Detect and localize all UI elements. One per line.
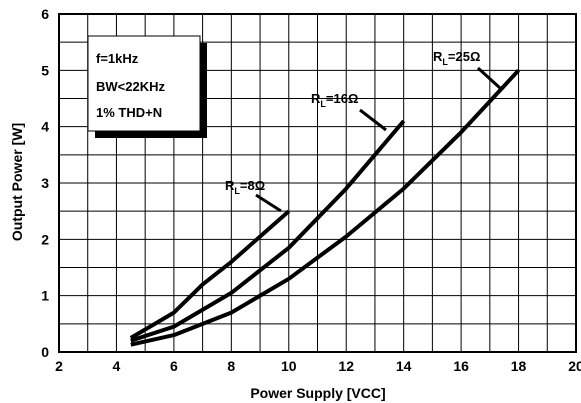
annotation-rl-25-arrow — [476, 66, 502, 90]
y-tick-label: 4 — [41, 119, 49, 135]
annotation-rl-25-value: =25Ω — [448, 49, 480, 64]
series-line-2 — [130, 119, 406, 343]
plot-frame — [58, 13, 577, 353]
series-lines — [129, 68, 521, 347]
x-tick-label: 14 — [396, 358, 412, 374]
annotation-rl-25-label: RL=25Ω — [433, 49, 480, 67]
series-line-3 — [130, 68, 521, 347]
x-tick-label: 16 — [453, 358, 469, 374]
y-tick-labels: 0 1 2 3 4 5 6 — [41, 6, 49, 360]
series-line-1 — [129, 209, 291, 340]
x-axis-label: Power Supply [VCC] — [250, 385, 385, 401]
condition-frequency: f=1kHz — [96, 51, 139, 66]
annotation-rl-25-r: R — [433, 49, 443, 64]
annotation-rl-25: RL=25Ω — [433, 49, 502, 90]
y-tick-label: 3 — [41, 175, 49, 191]
y-axis-label: Output Power [W] — [9, 123, 25, 241]
annotation-rl-16-arrow — [359, 108, 387, 132]
annotation-rl-8-arrow — [255, 193, 282, 213]
x-tick-label: 18 — [511, 358, 527, 374]
x-tick-label: 10 — [281, 358, 297, 374]
x-tick-label: 8 — [227, 358, 235, 374]
annotation-rl-8: RL=8Ω — [225, 178, 282, 213]
condition-bandwidth: BW<22KHz — [96, 79, 165, 94]
annotation-rl-16-r: R — [311, 91, 321, 106]
y-tick-label: 1 — [41, 288, 49, 304]
x-tick-label: 4 — [113, 358, 121, 374]
annotation-rl-16-value: =16Ω — [326, 91, 358, 106]
y-tick-label: 5 — [41, 62, 49, 78]
annotation-rl-16-sub: L — [320, 99, 326, 109]
x-tick-label: 6 — [170, 358, 178, 374]
y-tick-label: 6 — [41, 6, 49, 22]
annotation-rl-8-label: RL=8Ω — [225, 178, 265, 196]
conditions-box-panel — [87, 35, 201, 132]
annotation-rl-8-value: =8Ω — [240, 178, 265, 193]
conditions-box: f=1kHz BW<22KHz 1% THD+N — [87, 35, 207, 138]
annotation-rl-16-label: RL=16Ω — [311, 91, 358, 109]
annotation-rl-16: RL=16Ω — [311, 91, 387, 132]
condition-thd: 1% THD+N — [96, 105, 162, 120]
annotation-rl-8-sub: L — [234, 186, 240, 196]
y-tick-label: 0 — [41, 344, 49, 360]
annotation-rl-25-sub: L — [442, 57, 448, 67]
annotation-rl-8-r: R — [225, 178, 235, 193]
x-tick-label: 20 — [568, 358, 581, 374]
y-tick-label: 2 — [41, 231, 49, 247]
x-tick-labels: 2 4 6 8 10 12 14 16 18 20 — [55, 358, 581, 374]
x-tick-label: 12 — [338, 358, 354, 374]
x-tick-label: 2 — [55, 358, 63, 374]
